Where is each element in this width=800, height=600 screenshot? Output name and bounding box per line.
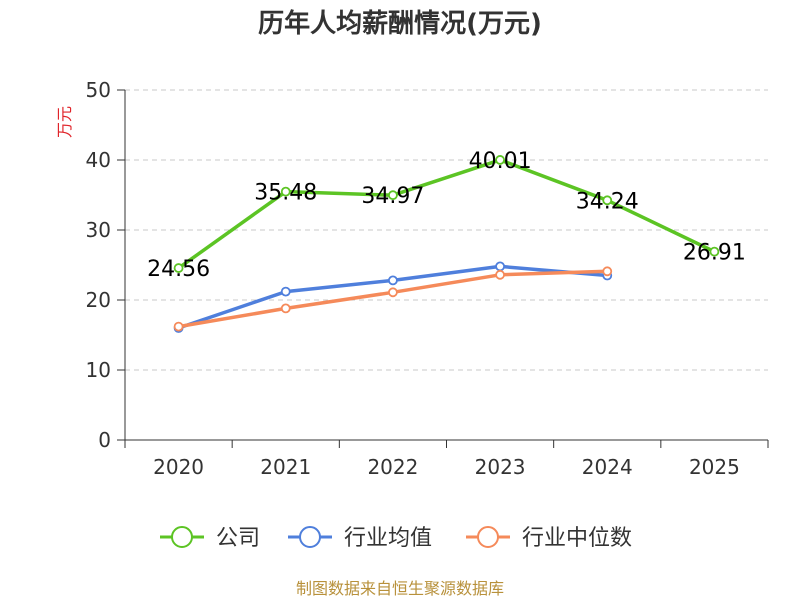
data-label: 26.91 [683,241,746,266]
legend[interactable]: 公司 行业均值 行业中位数 [160,526,632,551]
axes: 0 10 20 30 40 50 2020 2021 2022 2023 2024 2025 [86,78,769,479]
gridlines [125,89,768,371]
x-tick-label: 2024 [582,455,633,479]
y-tick-label: 10 [86,358,111,382]
legend-item[interactable]: 行业中位数 [466,526,632,551]
legend-label: 行业均值 [344,526,432,551]
x-tick-label: 2020 [153,455,204,479]
chart-title: 历年人均薪酬情况(万元) [258,9,542,39]
data-point [280,303,291,314]
data-point [388,287,398,298]
legend-swatch-marker [477,526,499,548]
data-label: 40.01 [469,149,532,174]
data-point [388,190,398,201]
data-label: 35.48 [254,181,317,206]
series-line [177,158,716,270]
x-tick-label: 2022 [367,455,418,479]
legend-swatch-marker [171,526,193,548]
data-label: 24.56 [147,257,210,282]
data-point [388,275,398,286]
data-label: 34.24 [576,189,639,214]
data-labels: 24.56 35.48 34.97 40.01 34.24 26.91 [147,149,746,282]
data-point [280,286,291,297]
y-tick-label: 50 [86,78,111,102]
y-axis-label: 万元 [55,106,74,138]
y-tick-label: 20 [86,288,111,312]
source-note: 制图数据来自恒生聚源数据库 [295,579,504,598]
data-point [280,186,291,197]
data-point [173,321,184,332]
legend-label: 行业中位数 [522,526,632,551]
data-point [173,263,184,273]
y-tick-label: 30 [86,218,111,242]
series-lines [173,155,720,333]
legend-label: 公司 [216,526,260,551]
legend-item[interactable]: 行业均值 [288,526,432,551]
y-tick-label: 40 [86,148,111,172]
data-point [709,246,720,257]
x-tick-label: 2025 [689,455,740,479]
x-tick-label: 2023 [475,455,526,479]
legend-swatch-marker [299,526,321,548]
data-point [602,266,613,277]
x-tick-label: 2021 [260,455,311,479]
data-point [495,269,505,280]
data-label: 34.97 [361,184,424,209]
y-tick-label: 0 [98,428,111,452]
data-point [602,195,613,206]
data-point [495,155,505,165]
data-point [495,261,505,272]
legend-item[interactable]: 公司 [160,526,260,551]
